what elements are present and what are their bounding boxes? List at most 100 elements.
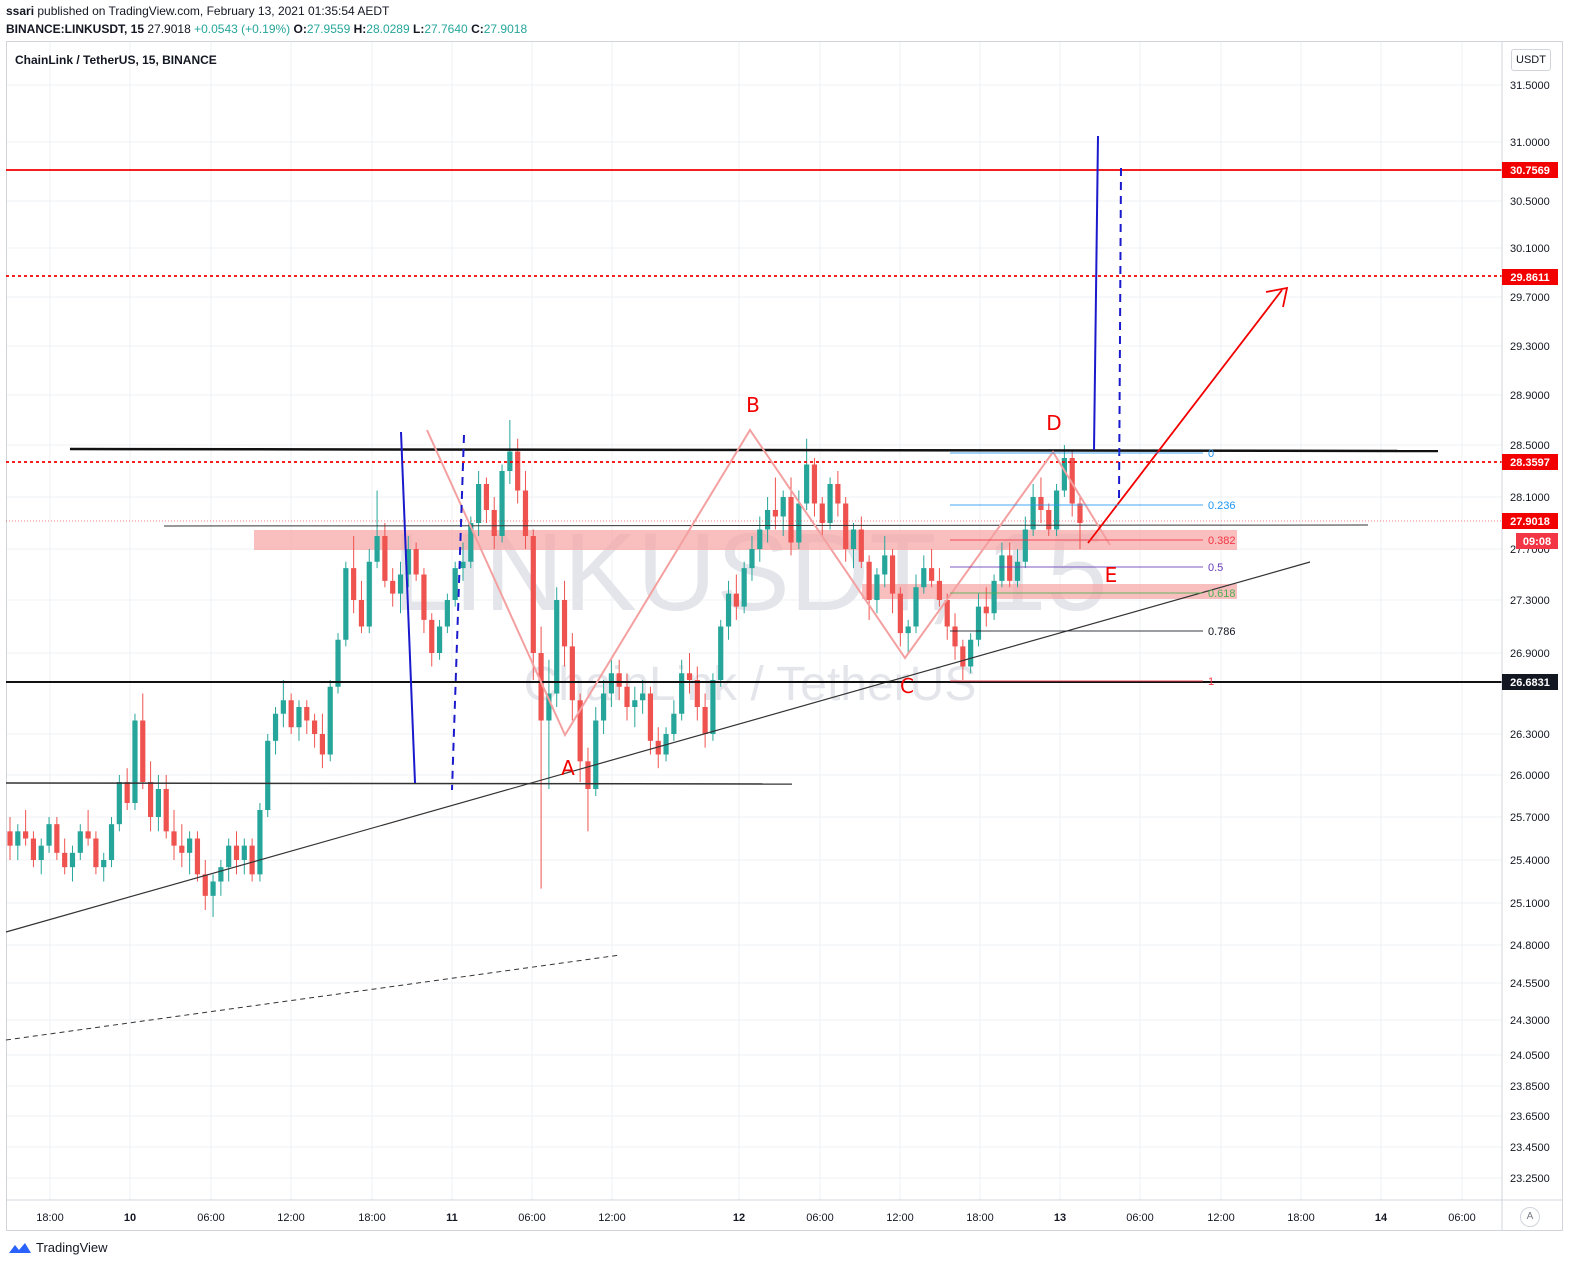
candle[interactable] [218, 860, 224, 896]
candle[interactable] [101, 852, 107, 882]
price-axis[interactable]: 31.5000 31.0000 30.5000 30.1000 29.7000 29.30… [1501, 42, 1550, 1230]
candle[interactable] [913, 574, 919, 634]
candle[interactable] [811, 458, 818, 517]
candle[interactable] [226, 838, 232, 882]
blue-measure-line-1[interactable] [400, 431, 416, 784]
candle[interactable] [405, 536, 411, 588]
candle[interactable] [905, 619, 911, 653]
candle[interactable] [460, 542, 466, 581]
candle[interactable] [85, 810, 91, 846]
candle[interactable] [608, 659, 614, 707]
candle[interactable] [249, 838, 255, 882]
candle[interactable] [62, 838, 68, 875]
candle[interactable] [960, 639, 966, 680]
candle[interactable] [257, 803, 263, 882]
candle[interactable] [241, 838, 247, 875]
abcde-pattern[interactable] [426, 428, 1111, 738]
candle[interactable] [1053, 484, 1060, 536]
candle[interactable] [140, 693, 146, 790]
candle[interactable] [288, 693, 294, 735]
candle[interactable] [155, 775, 161, 832]
candle[interactable] [975, 593, 982, 647]
candle[interactable] [1030, 484, 1036, 536]
point-d-label[interactable]: D [1046, 411, 1061, 435]
candle[interactable] [327, 680, 333, 762]
candle[interactable] [655, 727, 661, 769]
candle[interactable] [30, 831, 37, 868]
point-a-label[interactable]: A [561, 756, 575, 780]
candle[interactable] [647, 686, 654, 755]
candle[interactable] [335, 633, 341, 694]
candle[interactable] [640, 680, 646, 714]
candle[interactable] [561, 580, 568, 667]
candle[interactable] [436, 619, 443, 660]
candle[interactable] [476, 471, 482, 536]
candle[interactable] [132, 713, 138, 810]
candle[interactable] [202, 860, 208, 910]
neckline[interactable] [163, 524, 1369, 527]
candle[interactable] [233, 831, 240, 875]
candle[interactable] [15, 824, 21, 860]
candle[interactable] [741, 561, 747, 614]
candle[interactable] [1038, 477, 1044, 524]
candle[interactable] [93, 831, 99, 875]
candle[interactable] [507, 420, 513, 484]
candle[interactable] [374, 490, 380, 569]
footer-brand[interactable]: TradingView [8, 1240, 108, 1255]
blue-measure-line-2[interactable] [1093, 135, 1099, 451]
candle[interactable] [897, 587, 903, 647]
currency-button[interactable]: USDT [1511, 49, 1551, 71]
candle[interactable] [725, 580, 732, 640]
candle[interactable] [632, 686, 638, 728]
dashed-trendline[interactable] [5, 954, 621, 1041]
candle[interactable] [77, 824, 83, 860]
candle[interactable] [382, 523, 388, 588]
point-c-label[interactable]: C [900, 674, 914, 698]
time-axis[interactable]: 18:00 10 06:00 12:00 18:00 11 06:00 12:00 12 06:0… [7, 1199, 1562, 1224]
candle[interactable] [530, 529, 536, 681]
candle[interactable] [187, 831, 193, 875]
candle[interactable] [46, 817, 52, 853]
range-bottom-line[interactable] [5, 782, 793, 785]
candle[interactable] [272, 707, 279, 755]
projection-arrow[interactable] [1087, 289, 1283, 544]
candle[interactable] [319, 713, 326, 769]
candle[interactable] [452, 561, 458, 607]
candle[interactable] [296, 700, 302, 741]
candle[interactable] [171, 810, 177, 860]
candle[interactable] [710, 673, 716, 741]
candle[interactable] [843, 497, 849, 562]
candle[interactable] [757, 516, 763, 562]
candle[interactable] [522, 471, 529, 549]
candle[interactable] [569, 633, 575, 721]
candle[interactable] [483, 477, 490, 524]
candle[interactable] [968, 633, 974, 674]
candle[interactable] [780, 490, 786, 537]
candle[interactable] [889, 549, 896, 614]
candle[interactable] [585, 747, 591, 832]
candle[interactable] [936, 568, 943, 607]
candle[interactable] [499, 464, 505, 543]
candle[interactable] [265, 734, 271, 817]
candle[interactable] [108, 817, 115, 868]
candle[interactable] [124, 768, 130, 810]
candle[interactable] [999, 542, 1005, 588]
point-e-label[interactable]: E [1105, 563, 1118, 587]
candle[interactable] [351, 536, 357, 614]
candle[interactable] [1014, 549, 1021, 588]
candle[interactable] [38, 838, 44, 875]
candle[interactable] [390, 568, 396, 607]
candle[interactable] [593, 707, 599, 796]
candle[interactable] [827, 477, 833, 530]
candle[interactable] [921, 555, 927, 594]
candle[interactable] [413, 542, 419, 581]
candle[interactable] [772, 477, 779, 530]
candle[interactable] [600, 680, 607, 734]
candle[interactable] [679, 659, 685, 721]
candle[interactable] [866, 555, 872, 620]
candle[interactable] [343, 561, 349, 647]
candle[interactable] [163, 775, 169, 839]
candle[interactable] [694, 666, 700, 721]
candle[interactable] [1046, 503, 1052, 537]
